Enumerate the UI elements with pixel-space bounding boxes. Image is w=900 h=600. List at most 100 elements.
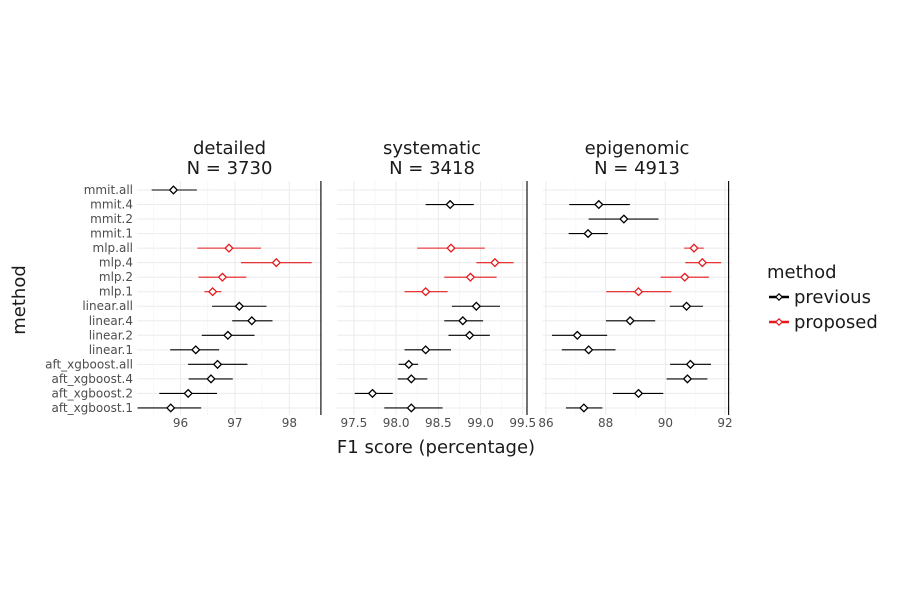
legend: method previous proposed xyxy=(767,262,878,333)
panel-title-count: N = 3730 xyxy=(187,158,273,179)
point-range-linear.4 xyxy=(605,316,656,326)
point-range-mmit.1 xyxy=(568,228,608,239)
facet-panel-systematic: 97.5 98.0 98.5 99.0 99.5 systematic N = 3418 xyxy=(337,138,536,430)
y-tick-label: aft_xgboost.2 xyxy=(52,386,134,400)
data-point-diamond xyxy=(464,330,475,341)
data-point-diamond xyxy=(207,286,218,297)
point-range-mlp.1 xyxy=(204,286,222,297)
data-point-diamond xyxy=(697,257,708,268)
point-range-linear.1 xyxy=(170,345,220,355)
x-tick-label: 99.5 xyxy=(509,416,536,430)
data-point-diamond xyxy=(217,272,228,282)
y-tick-label: aft_xgboost.1 xyxy=(52,401,134,415)
data-point-diamond xyxy=(404,359,414,370)
data-point-diamond xyxy=(458,316,468,326)
panel-title: detailed N = 3730 xyxy=(187,138,273,179)
point-range-mlp.all xyxy=(197,243,262,253)
point-range-aft_xgboost.2 xyxy=(159,388,217,399)
y-tick-label: linear.1 xyxy=(89,343,133,357)
data-point-diamond xyxy=(446,243,456,253)
point-range-mlp.4 xyxy=(685,257,722,268)
point-range-mlp.2 xyxy=(198,272,247,282)
point-range-aft_xgboost.1 xyxy=(384,403,443,413)
x-tick-label: 86 xyxy=(538,416,553,430)
y-axis-title: method xyxy=(9,265,30,335)
x-tick-label: 90 xyxy=(658,416,673,430)
point-range-aft_xgboost.all xyxy=(398,359,419,370)
data-point-diamond xyxy=(594,199,604,210)
legend-label: previous xyxy=(794,287,871,308)
point-range-mmit.4 xyxy=(569,199,630,210)
facet-panel-epigenomic: 86 88 90 92 epigenomic N = 4913 xyxy=(538,138,732,430)
data-point-diamond xyxy=(191,345,201,355)
x-tick-label: 98.0 xyxy=(383,416,410,430)
point-range-mlp.2 xyxy=(660,272,709,282)
point-range-mlp.4 xyxy=(240,257,312,268)
point-range-mlp.1 xyxy=(606,286,672,297)
y-tick-label: aft_xgboost.4 xyxy=(52,372,134,386)
legend-title: method xyxy=(767,262,837,283)
data-point-diamond xyxy=(633,388,644,399)
point-range-linear.all xyxy=(212,301,267,311)
point-range-aft_xgboost.2 xyxy=(354,388,393,399)
point-range-mlp.all xyxy=(684,243,704,253)
panel-title: epigenomic N = 4913 xyxy=(585,138,690,179)
data-point-diamond xyxy=(445,199,455,210)
x-tick-label: 96 xyxy=(173,416,188,430)
panel-title-count: N = 3418 xyxy=(389,158,475,179)
y-tick-label: mlp.2 xyxy=(99,270,133,284)
point-range-aft_xgboost.1 xyxy=(137,403,202,413)
x-tick-label: 88 xyxy=(598,416,613,430)
point-range-linear.all xyxy=(669,301,703,311)
panel-title-count: N = 4913 xyxy=(594,158,680,179)
data-point-diamond xyxy=(579,403,589,413)
facet-panels: 96 97 98 detailed N = 3730 97.5 98.0 98.5 99.0 99… xyxy=(137,138,733,430)
x-tick-label: 99.0 xyxy=(467,416,494,430)
point-range-linear.4 xyxy=(444,316,484,326)
x-tick-label: 92 xyxy=(717,416,732,430)
data-point-diamond xyxy=(271,257,282,268)
panel-title-name: detailed xyxy=(193,138,266,159)
point-range-linear.all xyxy=(451,301,500,311)
y-tick-label: linear.2 xyxy=(89,328,133,342)
data-point-diamond xyxy=(223,330,233,341)
x-tick-label: 97 xyxy=(227,416,242,430)
point-range-mmit.4 xyxy=(425,199,474,210)
data-point-diamond xyxy=(406,403,417,413)
data-point-diamond xyxy=(465,272,476,282)
y-tick-label: mmit.1 xyxy=(90,227,133,241)
y-tick-label: mlp.4 xyxy=(99,256,133,270)
data-point-diamond xyxy=(680,272,690,282)
data-point-diamond xyxy=(633,286,644,297)
data-point-diamond xyxy=(247,316,257,326)
data-point-diamond xyxy=(685,359,696,370)
data-point-diamond xyxy=(682,374,693,384)
point-range-linear.1 xyxy=(404,345,451,355)
data-point-diamond xyxy=(619,214,629,224)
data-point-diamond xyxy=(212,359,223,370)
data-point-diamond xyxy=(471,301,482,311)
legend-key-diamond xyxy=(774,317,784,327)
data-point-diamond xyxy=(583,345,594,355)
y-tick-label: linear.4 xyxy=(89,314,133,328)
data-point-diamond xyxy=(206,374,216,384)
x-tick-label: 97.5 xyxy=(341,416,368,430)
y-tick-label: mlp.all xyxy=(93,241,133,255)
x-tick-label: 98 xyxy=(282,416,297,430)
point-range-aft_xgboost.all xyxy=(188,359,248,370)
legend-key-diamond xyxy=(774,292,784,302)
y-axis: mmit.allmmit.4mmit.2mmit.1mlp.allmlp.4ml… xyxy=(45,183,133,415)
data-point-diamond xyxy=(689,243,699,253)
legend-item-proposed: proposed xyxy=(769,312,878,333)
point-range-mlp.1 xyxy=(404,286,448,297)
data-point-diamond xyxy=(166,403,176,413)
data-point-diamond xyxy=(406,374,417,384)
data-point-diamond xyxy=(183,388,193,399)
y-tick-label: mmit.2 xyxy=(90,212,133,226)
point-range-linear.2 xyxy=(201,330,255,341)
data-point-diamond xyxy=(420,345,431,355)
point-range-linear.1 xyxy=(561,345,616,355)
data-point-diamond xyxy=(572,330,583,341)
